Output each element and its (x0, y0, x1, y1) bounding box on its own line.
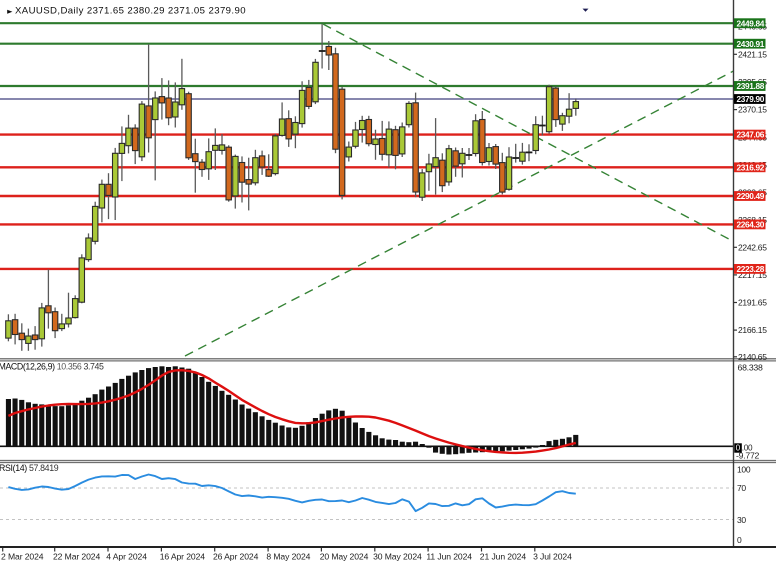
svg-text:2264.30: 2264.30 (737, 220, 765, 230)
svg-text:21 Jun 2024: 21 Jun 2024 (480, 552, 527, 562)
svg-text:-9.772: -9.772 (736, 451, 760, 461)
svg-text:20 May 2024: 20 May 2024 (320, 552, 369, 562)
svg-text:0: 0 (737, 535, 742, 545)
svg-text:XAUUSD,Daily 2371.65 2380.29: XAUUSD,Daily 2371.65 2380.29 2371.05 237… (15, 5, 246, 16)
svg-text:3 Jul 2024: 3 Jul 2024 (533, 552, 572, 562)
svg-text:2191.65: 2191.65 (738, 298, 767, 308)
svg-text:2140.65: 2140.65 (738, 352, 767, 362)
svg-text:16 Apr 2024: 16 Apr 2024 (160, 552, 206, 562)
svg-text:30 May 2024: 30 May 2024 (373, 552, 422, 562)
svg-text:RSI(14) 57.8419: RSI(14) 57.8419 (0, 463, 59, 473)
svg-text:0: 0 (736, 444, 741, 453)
svg-text:2217.15: 2217.15 (738, 270, 767, 280)
svg-text:2370.15: 2370.15 (738, 105, 767, 115)
svg-text:2391.88: 2391.88 (737, 81, 765, 91)
svg-text:2290.49: 2290.49 (737, 191, 765, 201)
svg-text:2223.28: 2223.28 (737, 264, 765, 274)
svg-text:.00: .00 (742, 444, 753, 453)
svg-text:4 Apr 2024: 4 Apr 2024 (106, 552, 147, 562)
svg-text:100: 100 (737, 464, 751, 474)
svg-text:2449.84: 2449.84 (737, 18, 765, 28)
svg-text:68.338: 68.338 (738, 363, 763, 373)
svg-text:2430.91: 2430.91 (737, 39, 765, 49)
svg-text:2421.15: 2421.15 (738, 49, 767, 59)
svg-text:22 Mar 2024: 22 Mar 2024 (53, 552, 100, 562)
svg-text:2242.65: 2242.65 (738, 242, 767, 252)
svg-text:11 Jun 2024: 11 Jun 2024 (426, 552, 472, 562)
svg-text:MACD(12,26,9) 10.356 3.745: MACD(12,26,9) 10.356 3.745 (0, 362, 104, 372)
svg-text:30: 30 (737, 515, 746, 525)
svg-text:2316.92: 2316.92 (737, 162, 765, 172)
svg-text:2 Mar 2024: 2 Mar 2024 (1, 552, 44, 562)
svg-text:26 Apr 2024: 26 Apr 2024 (213, 552, 259, 562)
svg-text:2379.90: 2379.90 (737, 94, 765, 104)
svg-text:70: 70 (737, 483, 746, 493)
svg-text:8 May 2024: 8 May 2024 (266, 552, 310, 562)
svg-text:2166.15: 2166.15 (738, 325, 767, 335)
svg-text:2347.06: 2347.06 (737, 130, 765, 140)
